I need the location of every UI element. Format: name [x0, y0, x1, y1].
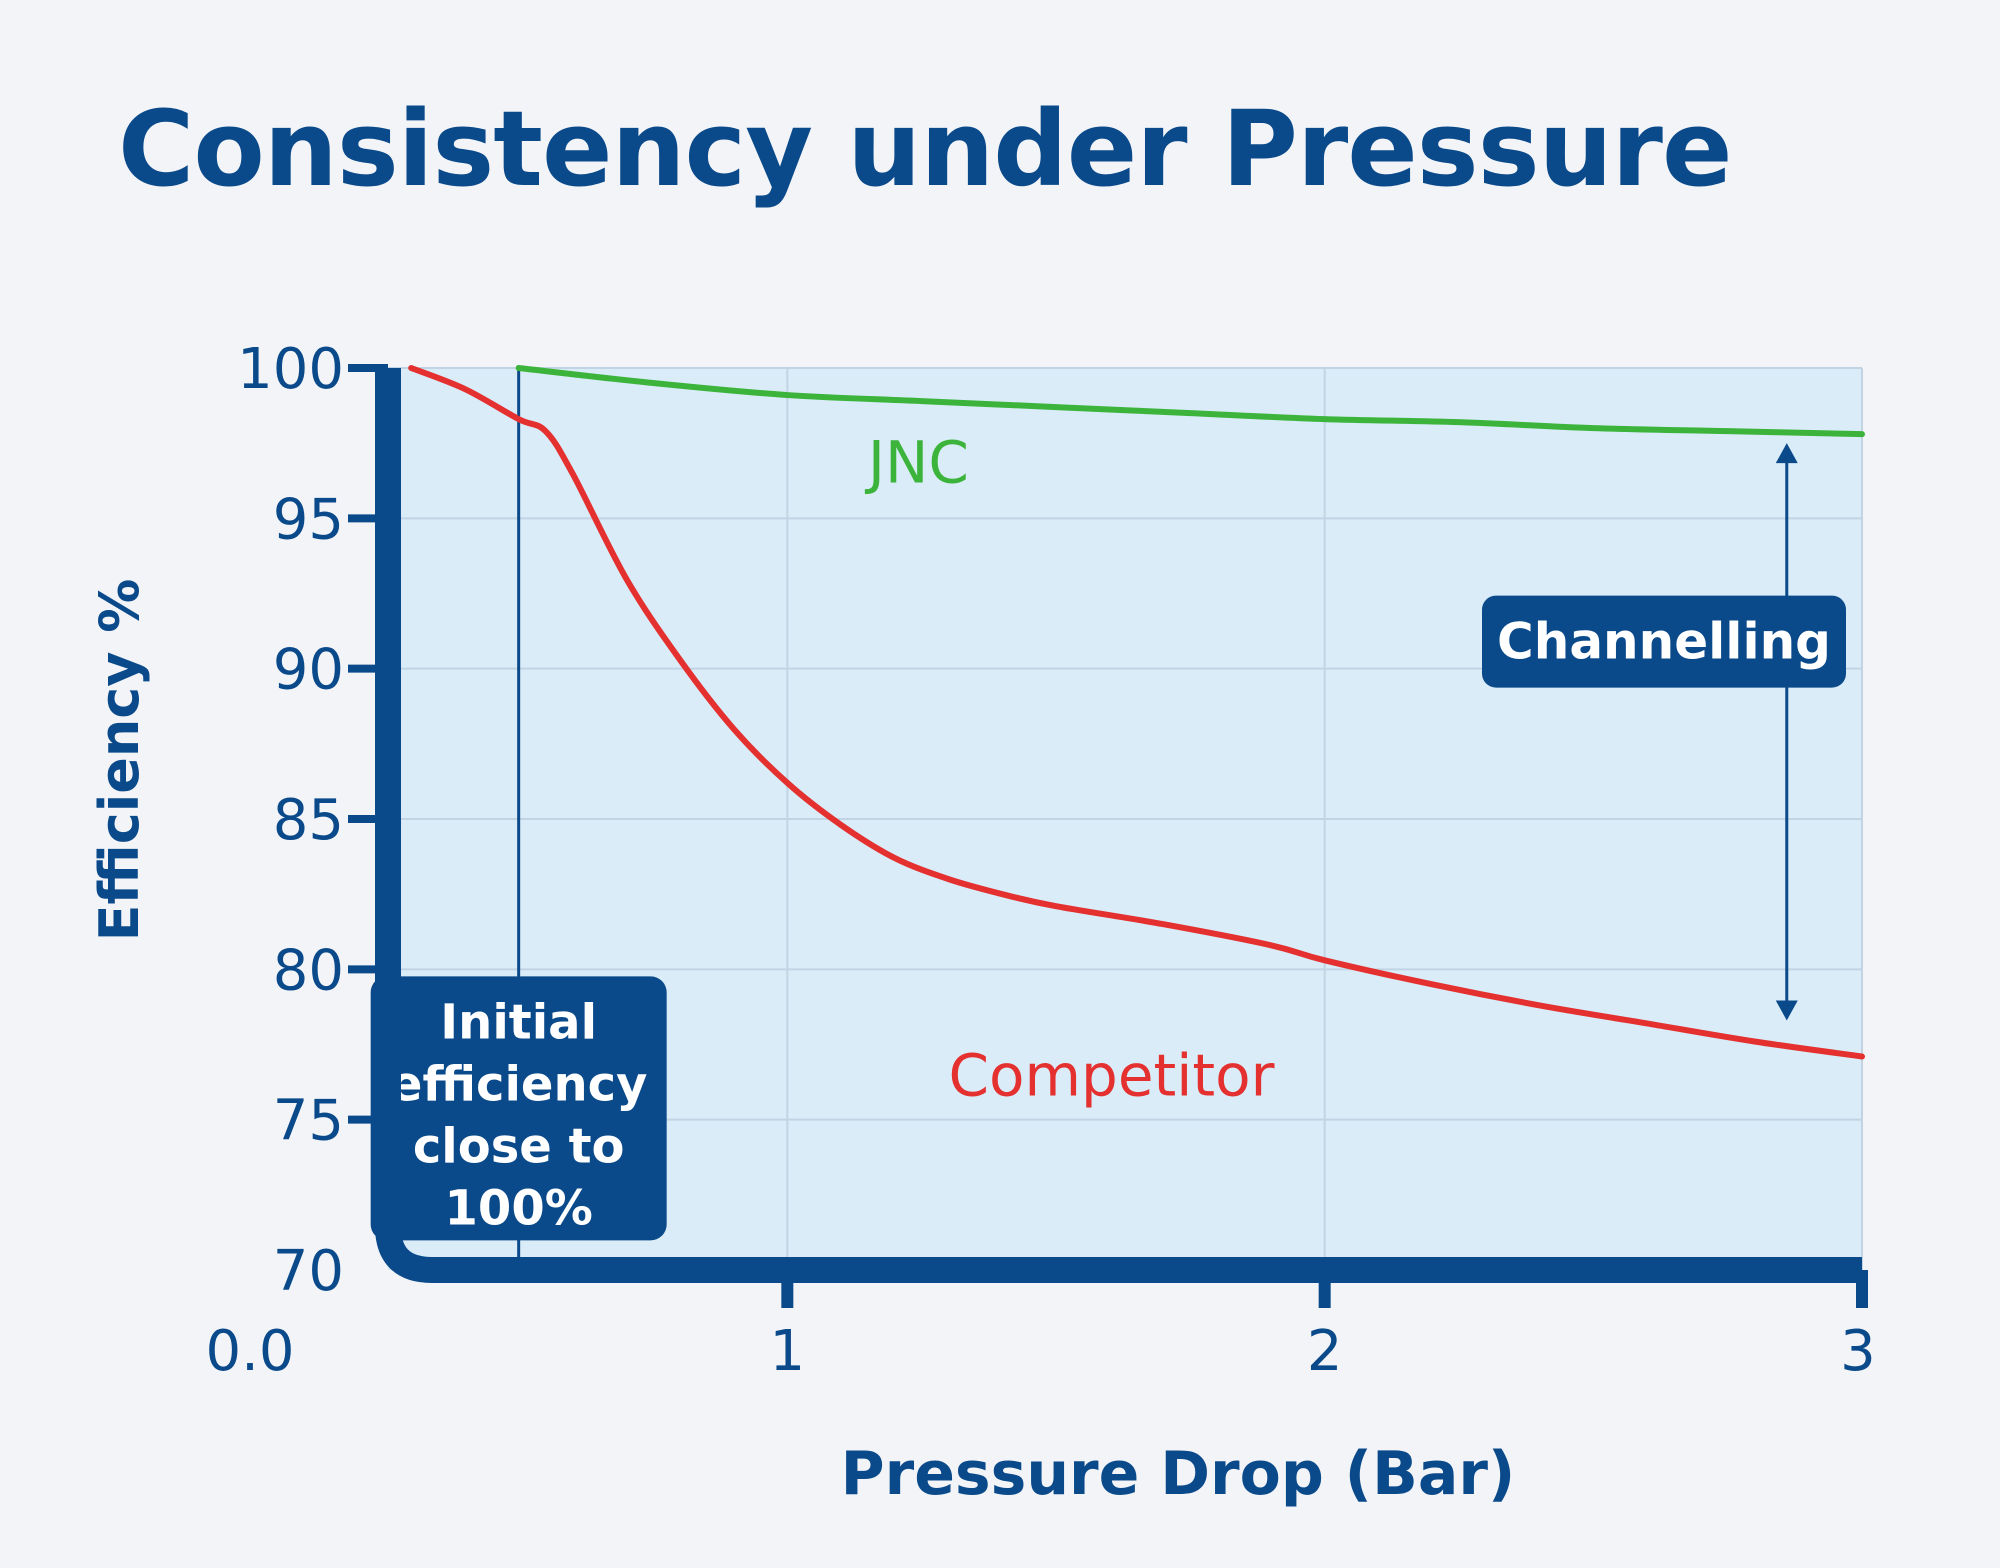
series-line-jnc	[515, 365, 1865, 438]
x-tick-label: 2	[1307, 1319, 1343, 1384]
axis-ticks: 70 75 80 85 90 95 100 0.0 1 2 3	[205, 337, 1875, 1384]
y-tick-label: 75	[273, 1089, 344, 1154]
channelling-annotation: Channelling	[1482, 443, 1846, 1021]
x-tick-label: 1	[770, 1319, 806, 1384]
y-tick-label: 85	[273, 788, 344, 853]
x-tick-label: 3	[1840, 1319, 1876, 1384]
y-tick-label: 70	[273, 1239, 344, 1304]
y-tick-label: 80	[273, 938, 344, 1003]
series-line-competitor	[408, 365, 1865, 1060]
channelling-arrow-head-bottom	[1775, 1000, 1798, 1021]
y-axis-label: Efficiency %	[88, 579, 151, 942]
y-tick-label: 100	[237, 337, 344, 402]
channelling-badge	[1482, 595, 1846, 688]
series-layer: JNC Competitor	[408, 365, 1865, 1110]
initial-efficiency-annotation: Initial efficiency close to 100%	[370, 976, 667, 1241]
x-tick-label: 0.0	[205, 1319, 294, 1384]
initial-efficiency-badge	[370, 976, 667, 1241]
series-label-jnc: JNC	[865, 428, 969, 496]
initial-efficiency-text-line: 100%	[445, 1180, 593, 1236]
y-tick-label: 90	[273, 638, 344, 703]
channelling-label: Channelling	[1497, 613, 1831, 671]
channelling-arrow-head-top	[1775, 443, 1798, 464]
initial-efficiency-text-line: close to	[413, 1118, 625, 1174]
x-axis-label: Pressure Drop (Bar)	[841, 1439, 1516, 1509]
y-tick-label: 95	[273, 487, 344, 552]
initial-efficiency-text-line: Initial	[440, 994, 597, 1050]
initial-efficiency-text-line: efficiency	[390, 1056, 647, 1112]
chart-title: Consistency under Pressure	[118, 88, 1732, 210]
axes-frame	[375, 368, 1862, 1283]
series-label-competitor: Competitor	[949, 1042, 1275, 1110]
